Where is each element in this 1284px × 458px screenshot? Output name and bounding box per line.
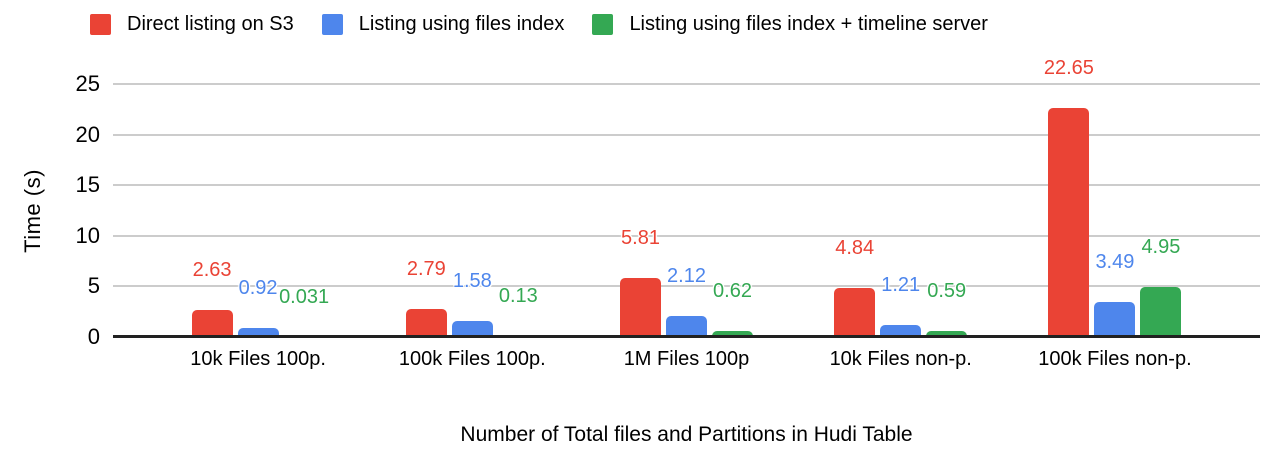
bar-group: 4.84 1.21 0.59 <box>794 84 1008 337</box>
bar-value-label: 1.58 <box>452 270 492 293</box>
x-tick-label: 1M Files 100p <box>623 348 750 370</box>
x-tick-label: 10k Files non-p. <box>829 348 972 370</box>
y-tick-label: 5 <box>87 273 100 299</box>
bar-value-label: 22.65 <box>1043 56 1094 79</box>
x-axis-baseline <box>113 335 1260 338</box>
bar: 22.65 <box>1044 57 1094 337</box>
bar-value-label: 0.13 <box>498 284 538 307</box>
legend-item-direct-listing-s3: Direct listing on S3 <box>90 12 294 36</box>
y-axis-ticks: 0 5 10 15 20 25 <box>0 71 100 349</box>
y-tick-label: 0 <box>87 324 100 349</box>
bar: 1.58 <box>451 270 493 337</box>
bar: 2.12 <box>666 265 707 337</box>
gridline <box>113 285 1260 288</box>
x-tick-label: 100k Files non-p. <box>1038 348 1192 370</box>
bar-value-label: 0.59 <box>927 280 967 303</box>
legend-swatch-blue <box>321 13 343 35</box>
bar-value-label: 5.81 <box>621 227 660 250</box>
bar-group: 2.79 1.58 0.13 <box>365 84 579 337</box>
bar-group: 5.81 2.12 0.62 <box>579 84 793 337</box>
bar: 5.81 <box>620 227 661 337</box>
bar-value-label: 4.84 <box>835 237 875 260</box>
x-axis-title: Number of Total files and Partitions in … <box>460 423 913 446</box>
bar-value-label: 2.12 <box>667 264 706 287</box>
legend-item-files-index-timeline: Listing using files index + timeline ser… <box>592 12 988 36</box>
bar-value-label: 0.92 <box>238 276 278 299</box>
bar: 2.79 <box>405 258 447 337</box>
y-tick-label: 25 <box>75 71 100 96</box>
legend-label-files-index-timeline: Listing using files index + timeline ser… <box>629 13 988 35</box>
x-tick-label: 10k Files 100p. <box>190 348 326 370</box>
x-axis-labels: 10k Files 100p. 100k Files 100p. 1M Files … <box>113 346 1260 372</box>
y-tick-label: 10 <box>75 222 100 248</box>
bar-value-label: 1.21 <box>881 273 921 296</box>
y-tick-label: 15 <box>75 172 100 198</box>
bar: 1.21 <box>880 274 922 337</box>
bar-group: 2.63 0.92 0.031 <box>151 84 365 337</box>
legend-swatch-green <box>592 13 614 35</box>
legend-label-files-index: Listing using files index <box>358 13 565 35</box>
bar: 0.92 <box>237 277 279 337</box>
bar-value-label: 3.49 <box>1095 250 1135 273</box>
legend: Direct listing on S3 Listing using files… <box>90 12 988 36</box>
y-tick-label: 20 <box>75 121 100 147</box>
bar-value-label: 2.79 <box>406 257 446 280</box>
bar: 4.84 <box>834 237 876 337</box>
bar: 2.63 <box>191 259 233 337</box>
gridline <box>113 83 1260 85</box>
bar-value-label: 0.031 <box>279 285 330 308</box>
gridline <box>113 234 1260 237</box>
gridline <box>113 184 1260 187</box>
bar-group: 22.65 3.49 4.95 <box>1008 57 1222 337</box>
chart-body: 0 5 10 15 20 25 2.63 0.92 0.031 2.79 1.58 0.13 5.81… <box>0 57 1284 349</box>
legend-item-files-index: Listing using files index <box>321 12 565 36</box>
bar-value-label: 0.62 <box>713 279 752 302</box>
legend-swatch-red <box>90 13 111 35</box>
plot-area: 2.63 0.92 0.031 2.79 1.58 0.13 5.81 2.12 0.62 4.8… <box>113 57 1260 338</box>
bar-value-label: 4.95 <box>1141 235 1181 258</box>
bar: 3.49 <box>1094 251 1136 337</box>
legend-label-direct-listing-s3: Direct listing on S3 <box>127 13 294 35</box>
bar-value-label: 2.63 <box>192 259 232 282</box>
bar: 0.59 <box>926 280 968 337</box>
gridline <box>113 133 1260 136</box>
x-tick-label: 100k Files 100p. <box>398 348 546 370</box>
bar: 0.62 <box>712 280 753 337</box>
bar: 4.95 <box>1140 236 1182 337</box>
bar-groups: 2.63 0.92 0.031 2.79 1.58 0.13 5.81 2.12 0.62 4.8… <box>113 57 1260 337</box>
